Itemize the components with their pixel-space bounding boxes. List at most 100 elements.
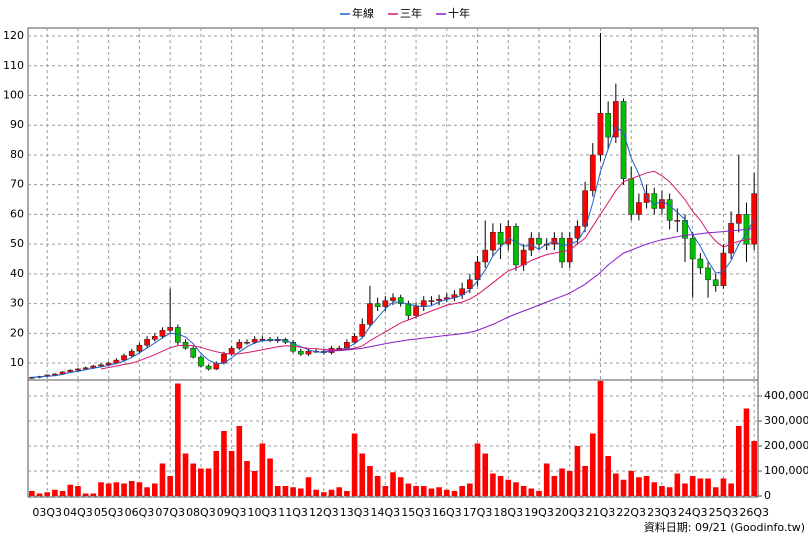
- x-tick-label: 23Q3: [647, 506, 677, 519]
- candle-body: [297, 350, 304, 355]
- candle-body: [190, 347, 197, 358]
- volume-bar: [36, 493, 43, 496]
- candle-body: [228, 347, 235, 355]
- volume-bar: [52, 489, 58, 496]
- volume-bar: [151, 483, 158, 496]
- y-tick-label: 40: [10, 267, 24, 280]
- volume-bar: [674, 473, 681, 496]
- candle-body: [359, 324, 366, 337]
- candle-body: [574, 226, 581, 239]
- candle-body: [482, 249, 489, 263]
- x-tick-label: 04Q3: [63, 506, 93, 519]
- volume-bar: [75, 486, 81, 496]
- candle-body: [144, 339, 150, 346]
- y-tick-label: 50: [10, 237, 24, 250]
- x-tick-label: 07Q3: [155, 506, 185, 519]
- candle-body: [374, 303, 381, 307]
- volume-bar: [712, 487, 719, 496]
- candle-body: [428, 300, 435, 302]
- y-tick-label: 90: [10, 118, 24, 131]
- candle-body: [52, 373, 58, 376]
- volume-bar: [98, 482, 104, 496]
- volume-bar: [44, 492, 51, 496]
- candle-body: [628, 178, 635, 215]
- volume-bar: [175, 383, 181, 496]
- volume-bar: [136, 482, 143, 496]
- volume-bar: [743, 408, 750, 496]
- candle-body: [536, 237, 542, 245]
- ma-line: [31, 125, 755, 378]
- candle-body: [643, 193, 650, 203]
- ma-line: [100, 170, 755, 370]
- candle-body: [728, 223, 734, 254]
- candle-body: [559, 237, 565, 263]
- y-tick-label: 60: [10, 207, 24, 220]
- volume-bar: [566, 471, 573, 496]
- candle-body: [251, 339, 258, 343]
- candle-body: [136, 344, 143, 352]
- x-tick-label: 22Q3: [616, 506, 646, 519]
- volume-bar: [582, 466, 588, 496]
- candle-body: [151, 336, 158, 340]
- volume-bar: [628, 471, 635, 496]
- candle-body: [159, 330, 166, 337]
- x-tick-label: 19Q3: [524, 506, 554, 519]
- x-tick-label: 26Q3: [739, 506, 769, 519]
- ma-line: [323, 228, 755, 352]
- legend-label: 十年: [448, 6, 470, 20]
- volume-bar: [459, 486, 465, 496]
- y2-tick-label: 400,000: [764, 389, 808, 402]
- volume-bar: [190, 463, 197, 496]
- y-tick-label: 110: [3, 59, 24, 72]
- volume-bar: [90, 493, 97, 496]
- candle-body: [612, 101, 619, 138]
- volume-bar: [282, 486, 289, 496]
- candle-body: [198, 356, 204, 367]
- candle-body: [605, 113, 612, 138]
- y-tick-label: 120: [3, 29, 24, 42]
- y2-tick-label: 100,000: [764, 464, 808, 477]
- x-tick-label: 18Q3: [493, 506, 523, 519]
- x-tick-label: 14Q3: [370, 506, 400, 519]
- volume-bar: [244, 461, 250, 496]
- volume-bar: [67, 484, 74, 496]
- volume-bar: [128, 481, 135, 496]
- y-tick-label: 30: [10, 297, 24, 310]
- candle-body: [382, 300, 389, 307]
- volume-bar: [436, 487, 442, 496]
- volume-bar: [259, 443, 266, 496]
- volume-bar: [313, 489, 319, 496]
- volume-bar: [751, 441, 757, 496]
- volume-bar: [613, 473, 619, 496]
- y2-tick-label: 300,000: [764, 414, 808, 427]
- x-tick-label: 08Q3: [186, 506, 216, 519]
- candle-body: [436, 298, 442, 301]
- x-tick-label: 09Q3: [217, 506, 247, 519]
- candle-body: [351, 336, 358, 343]
- volume-bar: [159, 463, 166, 496]
- volume-bar: [728, 483, 734, 496]
- volume-bar: [105, 483, 112, 496]
- volume-bar: [228, 451, 235, 496]
- volume-bar: [451, 491, 458, 496]
- volume-bar: [351, 433, 358, 496]
- volume-panel: [27, 379, 759, 498]
- legend-label: 年線: [352, 6, 374, 20]
- candle-body: [259, 339, 266, 341]
- volume-bar: [397, 477, 404, 496]
- candle-body: [367, 303, 373, 325]
- candle-body: [413, 306, 419, 316]
- volume-bar: [574, 446, 581, 496]
- volume-bar: [359, 453, 366, 496]
- y2-tick-label: 0: [764, 489, 771, 502]
- volume-bar: [167, 476, 173, 496]
- volume-bar: [336, 487, 343, 496]
- candle-body: [128, 350, 135, 356]
- volume-bar: [605, 456, 611, 496]
- volume-bar: [559, 468, 565, 496]
- candle-body: [474, 261, 481, 281]
- candle-body: [636, 202, 642, 215]
- candle-body: [497, 231, 504, 245]
- volume-bar: [297, 488, 304, 496]
